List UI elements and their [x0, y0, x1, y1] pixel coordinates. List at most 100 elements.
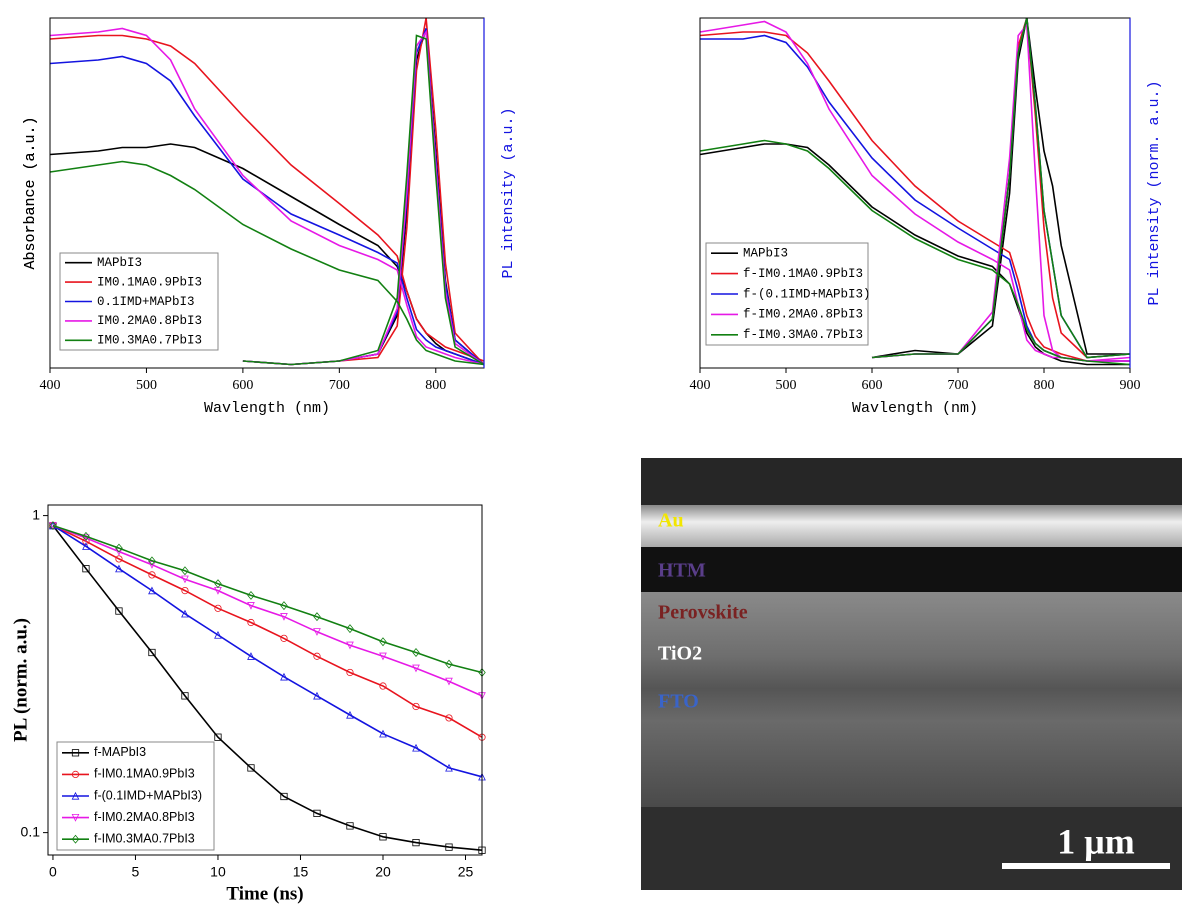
stack-layer [641, 592, 1182, 807]
marker [181, 586, 189, 595]
marker [280, 634, 288, 642]
marker [214, 733, 222, 741]
legend-label: f-(0.1IMD+MAPbI3) [94, 788, 202, 802]
y-axis-title: Absorbance (a.u.) [22, 116, 39, 269]
series-line [49, 55, 485, 366]
marker [412, 702, 420, 711]
legend-marker [71, 749, 80, 757]
legend-label: IM0.2MA0.8PbI3 [97, 314, 202, 328]
pl-line [871, 17, 1131, 359]
marker [247, 618, 255, 627]
legend-marker [71, 791, 80, 800]
legend-label: 0.1IMD+MAPbI3 [97, 295, 195, 309]
x-tick-label: 5 [132, 864, 140, 880]
legend-label: f-IM0.3MA0.7PbI3 [94, 831, 195, 845]
series-line [49, 143, 485, 366]
chart: 400 500 600 700 800 Wavlength (nm) Absorbance … [22, 17, 517, 417]
layer-label: FTO [658, 691, 699, 713]
layer-label: TiO2 [658, 643, 702, 665]
pl-line [871, 17, 1131, 359]
marker [247, 764, 255, 772]
legend-label: f-IM0.1MA0.9PbI3 [94, 767, 195, 781]
x-tick-label: 600 [232, 378, 253, 393]
x-tick-label: 700 [329, 378, 350, 393]
marker [82, 565, 90, 573]
marker [346, 668, 354, 677]
x-tick-label: 500 [136, 378, 157, 393]
series-line [49, 27, 485, 366]
legend-label: MAPbI3 [97, 256, 142, 270]
series-line [49, 34, 485, 362]
x-tick-label: 10 [210, 864, 226, 880]
plot-frame [47, 504, 483, 856]
legend-label: f-MAPbI3 [94, 745, 146, 759]
legend-label: f-IM0.3MA0.7PbI3 [743, 328, 863, 342]
series-line [699, 139, 1131, 366]
x-axis-title: Time (ns) [226, 883, 303, 904]
marker [115, 607, 123, 615]
scale-bar-label: 1 μm [1057, 821, 1134, 861]
y-tick-label: 0.1 [21, 823, 41, 839]
chart: 400 500 600 700 800 900 Wavlength (nm) Absorban… [22, 17, 1163, 417]
x-axis-title: Wavlength (nm) [204, 400, 330, 417]
series-line [52, 524, 483, 738]
legend-label: f-(0.1IMD+MAPbI3) [743, 287, 871, 301]
marker [379, 682, 387, 690]
marker [313, 652, 321, 660]
legend-marker [71, 814, 80, 822]
chart: 0 5 10 15 20 25 0.1 1 Time (ns) PL (norm. a.u.) f-… [10, 504, 486, 904]
series-line [52, 524, 483, 674]
y2-axis-title: PL intensity (norm. a.u.) [1146, 80, 1163, 305]
legend-marker [71, 834, 80, 844]
x-tick-label: 400 [690, 378, 711, 393]
layer-label: HTM [658, 560, 706, 582]
x-axis-title: Wavlength (nm) [852, 400, 978, 417]
marker [82, 542, 90, 550]
marker [214, 630, 222, 639]
marker [280, 792, 288, 801]
series-line [52, 525, 483, 851]
marker [247, 652, 255, 660]
pl-line [242, 29, 485, 366]
marker [148, 571, 156, 579]
y2-axis-title: PL intensity (a.u.) [500, 107, 517, 278]
legend-label: f-IM0.1MA0.9PbI3 [743, 267, 863, 281]
pl-line [871, 17, 1130, 359]
y-tick-label: 1 [32, 506, 40, 522]
marker [148, 648, 156, 657]
legend-label: f-IM0.2MA0.8PbI3 [743, 308, 863, 322]
marker [214, 604, 222, 612]
y-axis-title: Absorbance (a.u.) [22, 116, 39, 269]
x-tick-label: 600 [862, 378, 883, 393]
x-tick-label: 500 [776, 378, 797, 393]
series-line [699, 20, 1130, 362]
marker [181, 692, 189, 700]
series-line [49, 160, 485, 366]
legend-label: f-IM0.2MA0.8PbI3 [94, 810, 195, 824]
x-tick-label: 20 [375, 864, 391, 880]
legend-label: IM0.3MA0.7PbI3 [97, 334, 202, 348]
y-axis-title: PL (norm. a.u.) [10, 618, 31, 742]
marker [115, 564, 123, 573]
marker [115, 555, 123, 563]
pl-line [871, 22, 1131, 362]
layer-label: Au [658, 510, 684, 532]
substrate-layer [641, 807, 1182, 890]
au-layer [641, 505, 1182, 547]
x-tick-label: 15 [293, 864, 309, 880]
x-tick-label: 800 [1034, 378, 1055, 393]
x-tick-label: 400 [40, 378, 61, 393]
legend-label: MAPbI3 [743, 246, 788, 260]
x-tick-label: 25 [458, 864, 474, 880]
x-tick-label: 0 [49, 864, 57, 880]
pl-line [871, 17, 1131, 359]
legend-marker [71, 770, 80, 779]
marker [49, 521, 57, 531]
legend-label: IM0.1MA0.9PbI3 [97, 275, 202, 289]
series-line [52, 524, 483, 778]
x-tick-label: 900 [1120, 378, 1141, 393]
marker [313, 809, 321, 817]
x-tick-label: 700 [948, 378, 969, 393]
pl-line [242, 34, 485, 366]
